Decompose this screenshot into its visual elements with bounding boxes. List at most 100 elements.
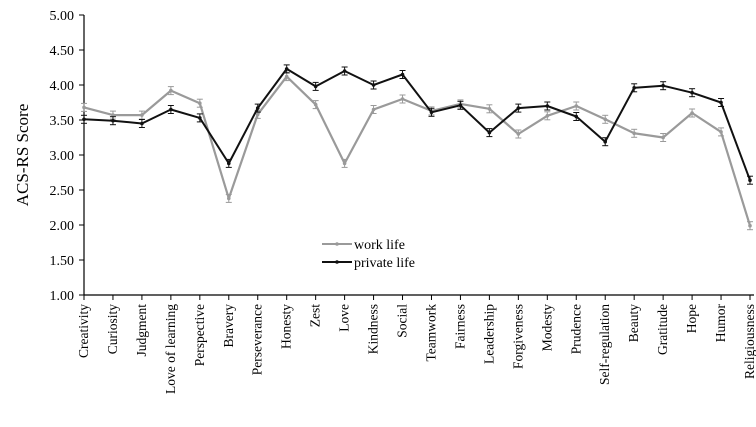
data-point: [573, 112, 580, 121]
y-tick-label: 2.50: [50, 184, 75, 199]
data-point: [660, 133, 667, 142]
data-point: [254, 103, 261, 113]
marker: [140, 121, 144, 126]
data-point: [399, 70, 406, 79]
marker: [632, 131, 636, 136]
data-point: [138, 119, 145, 128]
data-point: [573, 101, 580, 111]
x-tick-label: Beauty: [626, 304, 641, 342]
marker: [574, 114, 579, 119]
marker: [487, 107, 492, 111]
marker: [313, 102, 318, 107]
x-tick-label: Kindness: [366, 304, 381, 354]
legend-item: work life: [322, 238, 405, 253]
data-point: [631, 128, 638, 138]
data-point: [660, 81, 667, 91]
x-tick-label: Perspective: [192, 304, 207, 366]
marker: [226, 196, 231, 201]
x-tick-label: Fairness: [452, 304, 467, 349]
series-line: [83, 67, 751, 181]
marker: [603, 139, 608, 144]
y-tick-label: 1.50: [50, 254, 75, 269]
marker: [82, 105, 86, 110]
marker: [400, 72, 405, 77]
y-tick-label: 5.00: [50, 9, 75, 24]
data-point: [196, 113, 203, 123]
x-tick-label: Prudence: [568, 304, 583, 354]
data-point: [81, 114, 87, 124]
x-axis: Creativity Curiosity Judgment Love of learn…: [76, 294, 756, 394]
legend-label: work life: [354, 238, 405, 253]
marker: [545, 104, 550, 108]
x-tick-label: Hope: [684, 304, 699, 333]
data-point: [312, 100, 319, 110]
x-tick-label: Perseverance: [250, 304, 265, 375]
data-point: [544, 111, 551, 121]
marker: [111, 118, 115, 123]
marker: [545, 114, 550, 118]
marker: [255, 106, 260, 110]
data-point: [81, 102, 87, 112]
data-point: [225, 158, 232, 168]
data-point: [196, 98, 203, 108]
data-point: [283, 64, 290, 74]
data-point: [544, 101, 551, 111]
y-tick-label: 2.00: [50, 219, 75, 234]
data-point: [428, 107, 435, 117]
marker: [400, 97, 405, 101]
marker: [284, 67, 289, 71]
series-line: [83, 75, 752, 227]
data-point: [312, 81, 319, 91]
marker: [342, 161, 347, 166]
y-tick-label: 3.00: [50, 149, 75, 164]
marker: [458, 103, 463, 108]
marker: [284, 74, 289, 79]
data-point: [747, 175, 753, 185]
legend-label: private life: [354, 256, 415, 271]
marker: [198, 116, 202, 120]
legend-marker: [335, 260, 339, 264]
x-tick-label: Love: [337, 304, 352, 332]
x-tick-label: Social: [395, 304, 410, 338]
marker: [632, 86, 636, 90]
marker: [313, 84, 318, 89]
data-point: [602, 114, 609, 124]
series-1: [81, 64, 753, 185]
marker: [371, 83, 376, 87]
marker: [690, 111, 694, 115]
data-point: [718, 127, 725, 137]
data-point: [515, 103, 522, 113]
data-point: [341, 66, 348, 76]
data-point: [689, 88, 696, 98]
data-point: [718, 98, 725, 107]
marker: [603, 117, 608, 122]
marker: [516, 132, 521, 136]
marker: [111, 113, 115, 117]
x-tick-label: Love of learning: [163, 304, 178, 394]
x-tick-label: Creativity: [76, 304, 91, 358]
marker: [574, 104, 579, 108]
marker: [371, 107, 376, 112]
marker: [140, 113, 144, 117]
data-point: [486, 128, 493, 138]
series-layer: [81, 64, 753, 231]
marker: [748, 178, 752, 182]
x-tick-label: Forgiveness: [510, 304, 525, 369]
legend-marker: [335, 242, 339, 246]
marker: [255, 112, 260, 117]
marker: [661, 135, 665, 140]
data-point: [457, 100, 464, 110]
x-tick-label: Bravery: [221, 304, 236, 348]
x-tick-label: Modesty: [539, 304, 554, 352]
data-point: [167, 86, 174, 96]
x-tick-label: Leadership: [481, 304, 496, 364]
marker: [516, 106, 521, 110]
y-tick-label: 1.00: [50, 289, 75, 304]
data-point: [167, 105, 174, 114]
x-tick-label: Gratitude: [655, 304, 670, 355]
x-tick-label: Teamwork: [423, 304, 438, 362]
data-point: [486, 104, 493, 114]
y-axis: 1.00 1.50 2.00 2.50 3.00 3.50 4.00 4.50 5.00: [50, 9, 85, 304]
marker: [719, 130, 723, 134]
